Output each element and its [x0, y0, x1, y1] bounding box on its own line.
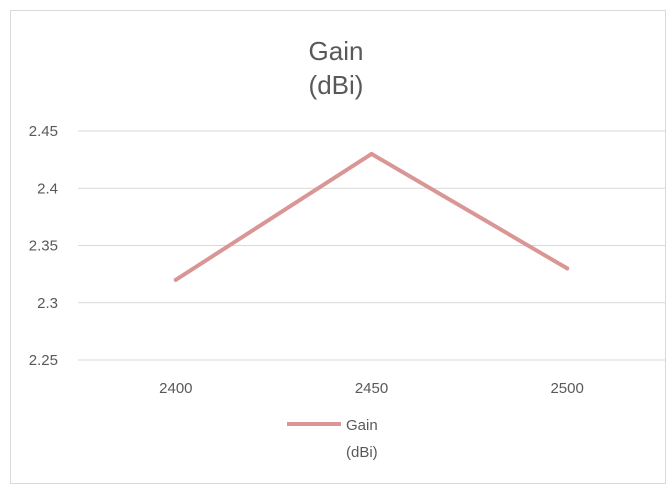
y-tick-label: 2.35: [29, 238, 58, 255]
x-tick-label: 2400: [159, 380, 192, 397]
y-tick-label: 2.4: [37, 180, 58, 197]
chart-title: Gain (dBi): [0, 34, 672, 102]
data-point: [565, 266, 570, 271]
x-tick-label: 2500: [550, 380, 583, 397]
chart-title-line-1: Gain: [308, 36, 364, 66]
data-point: [173, 277, 178, 282]
y-tick-label: 2.45: [29, 123, 58, 140]
y-tick-label: 2.3: [37, 295, 58, 312]
series-line-0: [173, 151, 570, 282]
x-tick-label: 2450: [355, 380, 388, 397]
series-lines: [173, 151, 570, 282]
y-tick-label: 2.25: [29, 352, 58, 369]
legend-label-line-1: Gain: [346, 417, 378, 434]
legend: Gain (dBi): [287, 417, 378, 461]
x-axis-tick-labels: 2400 2450 2500: [159, 380, 584, 397]
y-axis-tick-labels: 2.25 2.3 2.35 2.4 2.45: [29, 123, 58, 369]
y-gridlines: [78, 130, 665, 361]
chart-title-line-2: (dBi): [308, 70, 364, 100]
chart-area: [10, 10, 666, 484]
data-point: [369, 151, 374, 156]
legend-label-line-2: (dBi): [346, 444, 378, 461]
